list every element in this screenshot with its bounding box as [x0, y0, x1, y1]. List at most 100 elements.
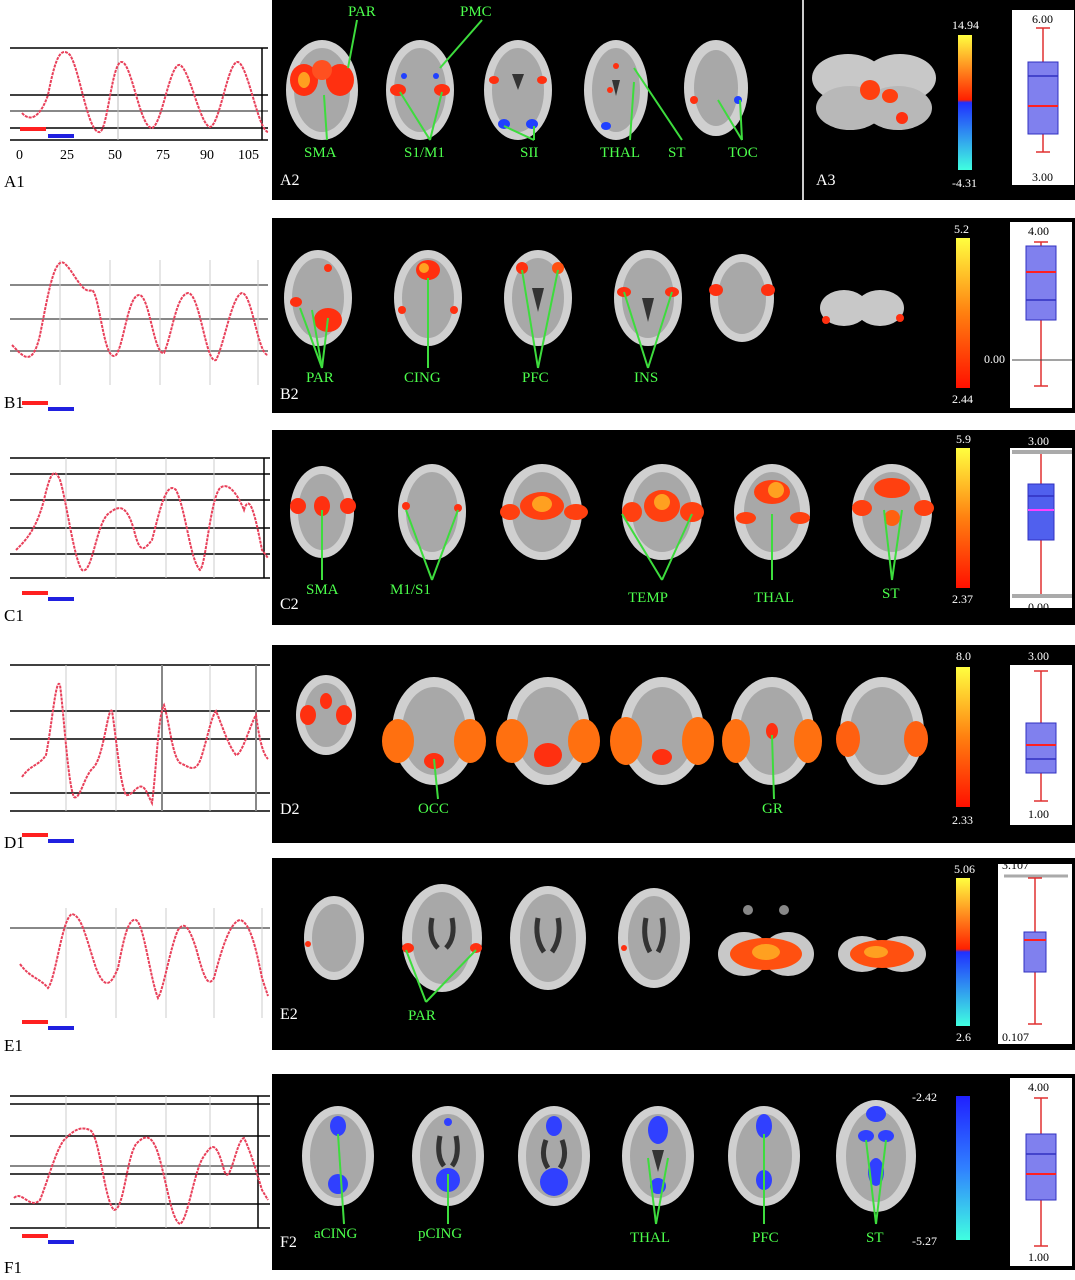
- region-label: SMA: [306, 582, 339, 598]
- brain-slice: [304, 896, 364, 980]
- panel-label-a3: A3: [816, 172, 836, 189]
- region-label: SMA: [304, 145, 337, 161]
- brain-slices-f2: [302, 1078, 1072, 1266]
- brain-slice: [296, 675, 356, 755]
- region-label: pCING: [418, 1226, 463, 1242]
- colorbar-max: 14.94: [952, 18, 979, 32]
- row-label-e1: E1: [4, 1036, 23, 1055]
- region-pointers-a2: [323, 19, 743, 141]
- trace-c1: [0, 430, 272, 635]
- brain-slice: [684, 40, 748, 136]
- brain-slices-c2: [290, 448, 1072, 608]
- brain-panel-b2: PAR CING PFC INS B2 5.2 2.44 4.00 0.00: [272, 218, 1075, 413]
- brain-slice: [722, 677, 822, 785]
- brain-slice: [622, 1106, 694, 1206]
- colorbar-b: [956, 238, 970, 388]
- brain-slice: [836, 1100, 916, 1212]
- colorbar-max: 5.9: [956, 432, 971, 446]
- panel-label-d2: D2: [280, 801, 300, 818]
- trace-c1-bar-red: [22, 591, 48, 595]
- x-tick: 90: [200, 148, 214, 163]
- brain-slice: [496, 677, 600, 785]
- box-min: 0.107: [1002, 1030, 1029, 1044]
- trace-b1-line: [11, 261, 269, 362]
- region-label: PMC: [460, 4, 492, 20]
- trace-e1-bar-red: [22, 1020, 48, 1024]
- colorbar-e: [956, 878, 970, 1026]
- boxplot-box-e: [1023, 931, 1047, 973]
- trace-b1-bar-blue: [48, 407, 74, 411]
- region-label: PAR: [348, 4, 376, 20]
- trace-a1: 0 25 50 75 90 105: [0, 0, 272, 205]
- colorbar-c: [956, 448, 970, 588]
- trace-e1-line: [19, 912, 269, 1001]
- trace-b1-bar-red: [22, 401, 48, 405]
- row-a: 0 25 50 75 90 105 A1: [0, 0, 1075, 205]
- colorbar-min: 2.37: [952, 592, 973, 606]
- region-label: TOC: [728, 145, 758, 161]
- box-max: 4.00: [1028, 224, 1049, 238]
- colorbar-f: [956, 1096, 970, 1240]
- colorbar-d: [956, 667, 970, 807]
- brain-slice: [412, 1106, 484, 1206]
- panel-label-a2: A2: [280, 172, 300, 189]
- colorbar-max: 5.2: [954, 222, 969, 236]
- brain-slice: [500, 464, 588, 560]
- x-tick: 25: [60, 148, 74, 163]
- colorbar-min: 2.6: [956, 1030, 971, 1044]
- colorbar-a: [958, 35, 972, 170]
- brain-panel-f2: aCING pCING THAL PFC ST F2 -2.42 -5.27 4…: [272, 1074, 1075, 1270]
- trace-f1-bar-red: [22, 1234, 48, 1238]
- boxplot-box-a: [1027, 61, 1059, 135]
- region-label: INS: [634, 370, 659, 386]
- trace-c1-plot: [10, 457, 270, 601]
- row-b: PAR CING PFC INS B2 5.2 2.44 4.00 0.00 B…: [0, 215, 1075, 415]
- region-pointers-f2: [337, 1133, 887, 1225]
- region-label: GR: [762, 801, 783, 817]
- region-label: SII: [520, 145, 539, 161]
- brain-slice: [614, 250, 682, 346]
- row-d: OCC GR D2 8.0 2.33 3.00 1.00 D1: [0, 645, 1075, 855]
- region-pointers-b2: [299, 269, 673, 369]
- trace-f1-bar-blue: [48, 1240, 74, 1244]
- trace-d1-bar-red: [22, 833, 48, 837]
- region-label: PFC: [752, 1230, 779, 1246]
- region-label: aCING: [314, 1226, 358, 1242]
- trace-d1-line: [21, 682, 269, 807]
- brain-slices-e2: [304, 864, 1072, 1044]
- cerebellum-slice-a3: [812, 10, 1074, 185]
- brain-slice: [734, 464, 810, 560]
- colorbar-min: -4.31: [952, 176, 977, 190]
- region-label: THAL: [630, 1230, 670, 1246]
- trace-f1-line: [13, 1127, 269, 1226]
- brain-slice: [402, 884, 482, 992]
- panel-label-b2: B2: [280, 386, 299, 403]
- brain-slice: [836, 677, 928, 785]
- colorbar-min: 2.44: [952, 392, 973, 406]
- row-c: C1: [0, 430, 1075, 635]
- brain-slice: [302, 1106, 374, 1206]
- x-tick: 75: [156, 148, 170, 163]
- boxplot-box-b: [1025, 245, 1057, 321]
- region-label: PFC: [522, 370, 549, 386]
- brain-slice: [518, 1106, 590, 1206]
- brain-slice: [610, 677, 714, 785]
- region-label: PAR: [306, 370, 334, 386]
- row-label-f1: F1: [4, 1258, 22, 1277]
- brain-slice: [622, 464, 704, 560]
- region-label: ST: [866, 1230, 884, 1246]
- colorbar-max: 8.0: [956, 649, 971, 663]
- region-label: TEMP: [628, 590, 669, 606]
- trace-f1: [0, 1070, 272, 1280]
- brain-slices-a2: [286, 19, 748, 141]
- brain-panel-a3: 14.94 -4.31 6.00 3.00 A3: [802, 0, 1075, 200]
- brain-slice: [386, 40, 454, 140]
- region-pointers-c2: [321, 509, 903, 581]
- trace-d1-plot: [10, 664, 270, 843]
- box-max: 3.00: [1028, 649, 1049, 663]
- row-label-c1: C1: [4, 606, 24, 625]
- box-min: 0.00: [1028, 600, 1049, 614]
- row-label-b1: B1: [4, 393, 24, 412]
- boxplot-box-d: [1025, 722, 1057, 774]
- trace-c1-bar-blue: [48, 597, 74, 601]
